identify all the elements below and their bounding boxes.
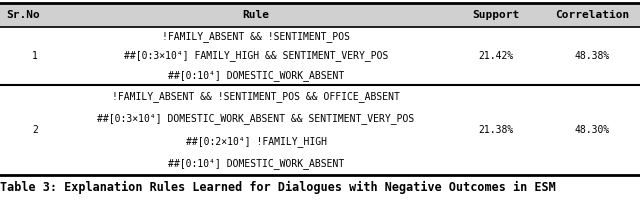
Text: 48.30%: 48.30% bbox=[574, 125, 610, 135]
Text: Correlation: Correlation bbox=[555, 10, 629, 20]
Text: Table 3: Explanation Rules Learned for Dialogues with Negative Outcomes in ESM: Table 3: Explanation Rules Learned for D… bbox=[0, 181, 556, 194]
FancyBboxPatch shape bbox=[0, 3, 640, 27]
Text: Sr.No: Sr.No bbox=[6, 10, 40, 20]
Text: Rule: Rule bbox=[243, 10, 269, 20]
Text: !FAMILY_ABSENT && !SENTIMENT_POS && OFFICE_ABSENT: !FAMILY_ABSENT && !SENTIMENT_POS && OFFI… bbox=[112, 91, 400, 102]
Text: ##[0:2×10⁴] !FAMILY_HIGH: ##[0:2×10⁴] !FAMILY_HIGH bbox=[186, 136, 326, 147]
Text: ##[0:3×10⁴] FAMILY_HIGH && SENTIMENT_VERY_POS: ##[0:3×10⁴] FAMILY_HIGH && SENTIMENT_VER… bbox=[124, 51, 388, 61]
Text: ##[0:10⁴] DOMESTIC_WORK_ABSENT: ##[0:10⁴] DOMESTIC_WORK_ABSENT bbox=[168, 70, 344, 81]
Text: 21.38%: 21.38% bbox=[478, 125, 514, 135]
Text: Support: Support bbox=[472, 10, 520, 20]
Text: ##[0:10⁴] DOMESTIC_WORK_ABSENT: ##[0:10⁴] DOMESTIC_WORK_ABSENT bbox=[168, 158, 344, 169]
Text: 2: 2 bbox=[32, 125, 38, 135]
Text: !FAMILY_ABSENT && !SENTIMENT_POS: !FAMILY_ABSENT && !SENTIMENT_POS bbox=[162, 31, 350, 42]
Text: ##[0:3×10⁴] DOMESTIC_WORK_ABSENT && SENTIMENT_VERY_POS: ##[0:3×10⁴] DOMESTIC_WORK_ABSENT && SENT… bbox=[97, 113, 415, 124]
Text: 48.38%: 48.38% bbox=[574, 51, 610, 61]
Text: 21.42%: 21.42% bbox=[478, 51, 514, 61]
Text: 1: 1 bbox=[32, 51, 38, 61]
